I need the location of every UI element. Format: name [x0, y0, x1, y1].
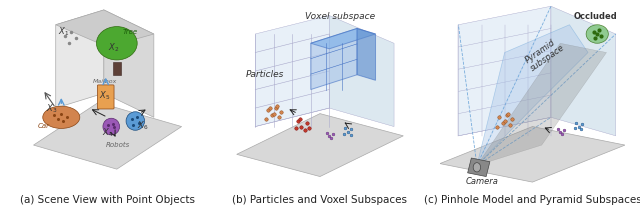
- Ellipse shape: [103, 118, 120, 135]
- Polygon shape: [477, 43, 607, 165]
- Polygon shape: [468, 158, 490, 177]
- Polygon shape: [311, 28, 357, 89]
- Text: (a) Scene View with Point Objects: (a) Scene View with Point Objects: [20, 195, 195, 205]
- Text: Mailbox: Mailbox: [93, 79, 117, 84]
- Text: Particles: Particles: [246, 70, 284, 79]
- Polygon shape: [551, 6, 616, 136]
- Text: Robots: Robots: [106, 142, 130, 148]
- Text: $X_2$: $X_2$: [108, 42, 119, 54]
- Ellipse shape: [97, 27, 137, 60]
- Text: Car: Car: [37, 123, 49, 129]
- Polygon shape: [440, 126, 625, 182]
- Text: Camera: Camera: [466, 177, 499, 186]
- Polygon shape: [237, 114, 403, 177]
- Text: $X_1$: $X_1$: [58, 25, 69, 37]
- Polygon shape: [56, 10, 104, 108]
- Text: $X_4$: $X_4$: [102, 127, 113, 139]
- Text: Pyramid
subspace: Pyramid subspace: [523, 34, 567, 73]
- Polygon shape: [477, 25, 588, 165]
- Text: $X_5$: $X_5$: [99, 90, 111, 102]
- Ellipse shape: [473, 163, 481, 172]
- Text: $X_3$: $X_3$: [47, 103, 58, 115]
- Polygon shape: [56, 10, 154, 47]
- Text: $X_6$: $X_6$: [137, 119, 148, 132]
- Polygon shape: [33, 103, 182, 169]
- Polygon shape: [255, 16, 329, 126]
- Text: Occluded: Occluded: [573, 12, 617, 21]
- FancyBboxPatch shape: [97, 85, 114, 109]
- Polygon shape: [458, 6, 551, 136]
- Polygon shape: [113, 62, 120, 75]
- Ellipse shape: [126, 112, 145, 130]
- Text: Voxel subspace: Voxel subspace: [305, 12, 375, 21]
- Text: Tree: Tree: [122, 29, 138, 35]
- Polygon shape: [311, 28, 376, 49]
- Ellipse shape: [43, 106, 80, 128]
- Text: (c) Pinhole Model and Pyramid Subspaces: (c) Pinhole Model and Pyramid Subspaces: [424, 195, 640, 205]
- Text: (b) Particles and Voxel Subspaces: (b) Particles and Voxel Subspaces: [232, 195, 408, 205]
- Polygon shape: [329, 16, 394, 126]
- Polygon shape: [357, 28, 376, 80]
- Polygon shape: [104, 10, 154, 117]
- Ellipse shape: [586, 25, 609, 43]
